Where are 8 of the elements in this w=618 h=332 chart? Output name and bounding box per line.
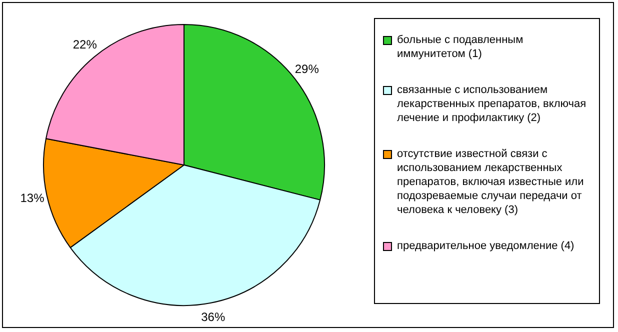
legend-label: больные с подавленным иммунитетом (1)	[397, 33, 524, 61]
data-label: 29%	[294, 62, 320, 76]
data-label: 13%	[20, 191, 45, 206]
data-label: 22%	[72, 38, 98, 52]
data-label: 36%	[201, 310, 226, 324]
legend-label: связанные с использованием лекарственных препаратов, включая лечение и профилактику (2)	[397, 83, 588, 125]
legend-label: отсутствие известной связи с использованием лекарственных препаратов, включая известные или подозреваемые случаи передачи от человека к человеку (3)	[397, 147, 585, 217]
legend-label: предварительное уведомление (4)	[397, 239, 574, 253]
